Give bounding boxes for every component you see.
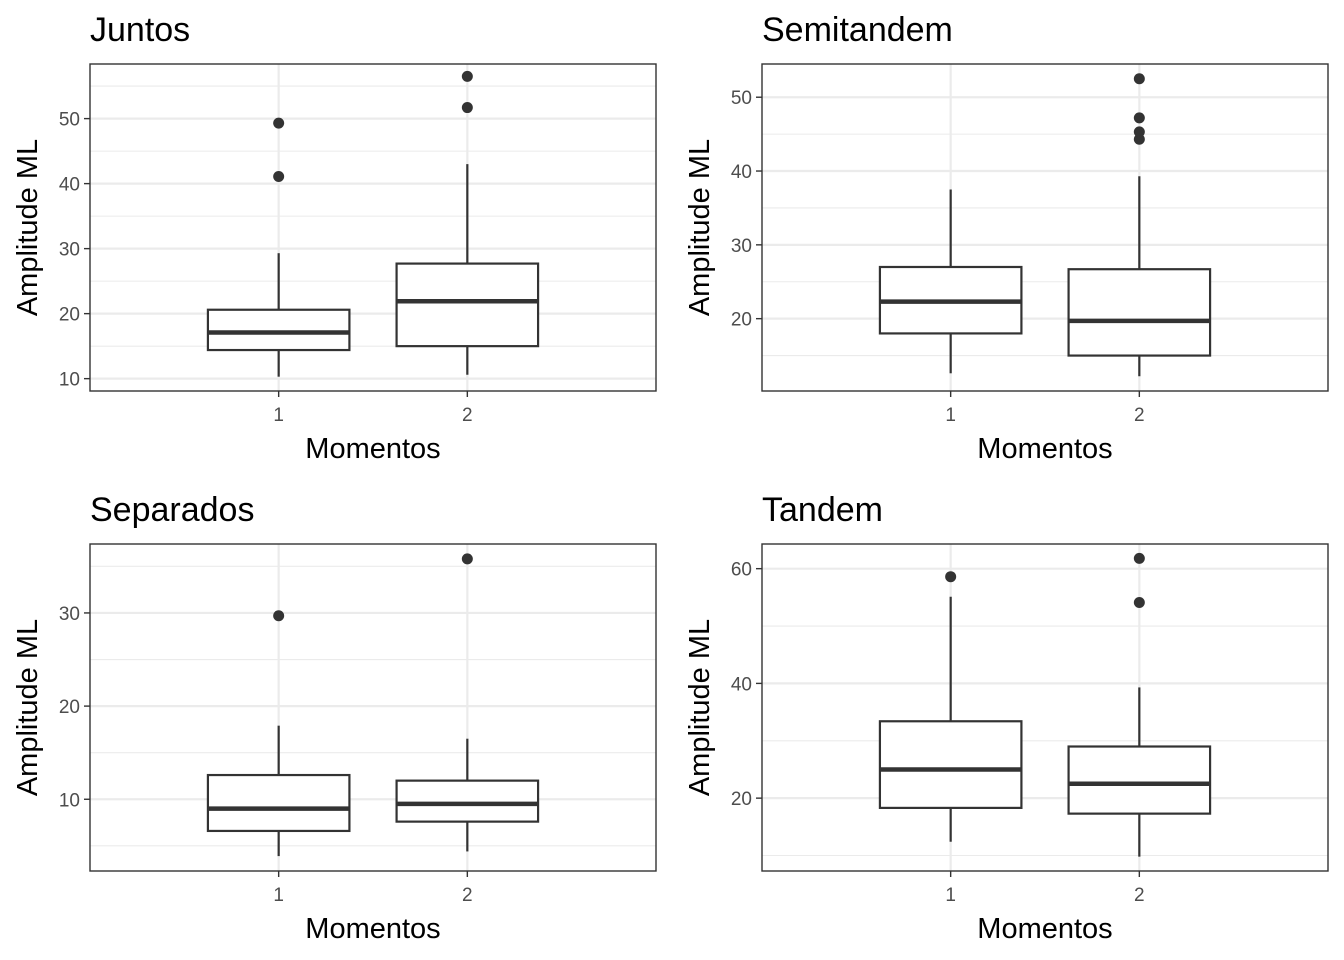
y-tick-label: 30 (59, 604, 80, 625)
x-tick-label: 2 (462, 885, 473, 906)
y-tick-label: 50 (731, 88, 752, 109)
box-1 (878, 189, 1023, 374)
y-tick-label: 40 (731, 162, 752, 183)
outlier-point (1133, 126, 1145, 138)
x-tick-label: 2 (462, 405, 473, 426)
outlier-point (461, 70, 473, 82)
y-tick-label: 20 (59, 305, 80, 326)
plot-background (762, 64, 1328, 391)
y-tick-label: 10 (59, 370, 80, 391)
iqr-box (878, 720, 1023, 809)
outlier-point (1133, 552, 1145, 564)
x-tick-label: 1 (945, 405, 956, 426)
outlier-point (1133, 597, 1145, 609)
panel-tandem: 20 40 60 1 2 Tandem Momentos Amplitude ML (684, 491, 1329, 945)
y-tick-label: 40 (731, 674, 752, 695)
x-tick-label: 1 (273, 405, 284, 426)
y-axis-title: Amplitude ML (684, 619, 716, 796)
x-axis-title: Momentos (305, 913, 440, 945)
panel-title: Tandem (762, 491, 883, 529)
panel-semitandem: 20 30 40 50 1 2 Semitandem Momentos Amplitude ML (684, 11, 1329, 465)
box-1 (878, 571, 1023, 842)
iqr-box (206, 308, 351, 352)
y-tick-label: 20 (59, 697, 80, 718)
panel-border (761, 543, 1329, 872)
panel-border (89, 543, 657, 872)
y-tick-label: 10 (59, 790, 80, 811)
x-tick-label: 1 (273, 885, 284, 906)
y-tick-label: 60 (731, 560, 752, 581)
panel-juntos: 10 20 30 40 50 1 2 Juntos Momentos Amplitude ML (12, 11, 657, 465)
panel-title: Semitandem (762, 11, 953, 49)
x-tick-label: 2 (1134, 885, 1145, 906)
y-axis-title: Amplitude ML (684, 139, 716, 316)
x-tick-label: 2 (1134, 405, 1145, 426)
panel-separados: 10 20 30 1 2 Separados Momentos Amplitude ML (12, 491, 657, 945)
outlier-point (461, 553, 473, 565)
y-tick-label: 40 (59, 175, 80, 196)
outlier-point (273, 117, 285, 129)
y-axis-title: Amplitude ML (12, 139, 44, 316)
panel-border (761, 63, 1329, 392)
plot-background (90, 64, 656, 391)
y-tick-label: 30 (59, 240, 80, 261)
y-tick-label: 20 (731, 789, 752, 810)
panel-border (89, 63, 657, 392)
iqr-box (395, 779, 540, 823)
box-1 (206, 117, 351, 377)
panel-title: Separados (90, 491, 254, 529)
box-2 (395, 553, 540, 852)
box-1 (206, 610, 351, 857)
x-tick-label: 1 (945, 885, 956, 906)
x-axis-title: Momentos (305, 433, 440, 465)
x-axis-title: Momentos (977, 433, 1112, 465)
box-2 (395, 70, 540, 375)
y-axis-title: Amplitude ML (12, 619, 44, 796)
y-tick-label: 50 (59, 110, 80, 131)
iqr-box (395, 262, 540, 348)
outlier-point (1133, 73, 1145, 85)
y-tick-label: 20 (731, 310, 752, 331)
iqr-box (206, 773, 351, 833)
iqr-box (1067, 745, 1212, 815)
outlier-point (1133, 112, 1145, 124)
plot-background (90, 544, 656, 871)
outlier-point (273, 170, 285, 182)
panel-title: Juntos (90, 11, 190, 49)
outlier-point (461, 102, 473, 114)
y-tick-label: 30 (731, 236, 752, 257)
plot-background (762, 544, 1328, 871)
outlier-point (945, 571, 957, 583)
x-axis-title: Momentos (977, 913, 1112, 945)
iqr-box (1067, 268, 1212, 357)
box-2 (1067, 73, 1212, 377)
outlier-point (273, 610, 285, 622)
box-2 (1067, 552, 1212, 857)
